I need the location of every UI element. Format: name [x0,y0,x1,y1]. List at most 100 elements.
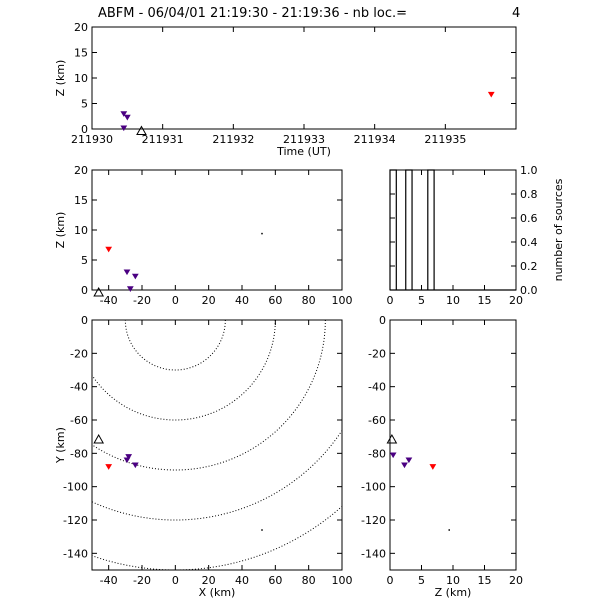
x-tick-label: 0 [387,294,394,307]
y-tick-label: 1.0 [520,164,538,177]
y-tick-label: 20 [74,164,88,177]
source-point [429,464,437,470]
x-tick-label: 20 [509,294,523,307]
panel-z-y-view: 0 5 10 15 20 0 -20 -40 -60 -80 -100 -120 -140 Z (km) [361,314,523,599]
x-tick-label: 211932 [212,133,254,146]
x-tick-label: -20 [133,574,151,587]
y-tick-label: 0.4 [520,236,538,249]
y-tick-label: 15 [74,194,88,207]
y-tick-label: -40 [368,381,386,394]
y-tick-label: -100 [63,481,88,494]
y-tick-label: 5 [81,254,88,267]
axes-frame [91,319,343,571]
x-tick-label: 5 [418,294,425,307]
x-tick-label: 0 [172,574,179,587]
y-axis-label: Z (km) [54,60,67,97]
y-tick-label: -140 [63,547,88,560]
reference-point [448,529,450,531]
x-tick-label: 80 [302,294,316,307]
y-tick-label: 0.0 [520,284,538,297]
x-tick-label: 40 [235,294,249,307]
x-axis-label: Time (UT) [276,145,331,158]
y-tick-label: -20 [70,347,88,360]
y-axis-label: number of sources [552,178,565,281]
figure-title: ABFM - 06/04/01 21:19:30 - 21:19:36 - nb… [98,6,407,21]
range-rings [92,320,342,570]
station-triangle [136,125,147,136]
source-point [131,273,139,280]
x-tick-label: 15 [478,574,492,587]
source-point [131,462,139,469]
x-tick-label: 0 [172,294,179,307]
station-triangle [386,433,398,444]
y-tick-label: 10 [74,224,88,237]
y-tick-label: -80 [70,447,88,460]
panel-plan-view: -40 -20 0 20 40 60 80 100 0 -20 -40 -60 -80 -100 -120 -… [54,314,353,599]
y-tick-label: 0 [81,314,88,327]
y-tick-label: -100 [361,481,386,494]
y-tick-label: 5 [81,98,88,111]
x-tick-label: 20 [509,574,523,587]
y-tick-label: -120 [63,514,88,527]
x-tick-label: 211935 [424,133,466,146]
y-tick-label: 0 [379,314,386,327]
panels-layer: 211930 211931 211932 211933 211934 211935 0 5 10… [54,21,565,599]
source-point [126,286,134,292]
x-tick-label: 5 [418,574,425,587]
range-ring [124,320,226,371]
reference-point [261,232,263,235]
y-tick-label: -80 [368,447,386,460]
y-tick-label: 0.8 [520,188,538,201]
station-triangle [93,286,105,297]
x-axis-label: X (km) [199,586,236,599]
y-tick-label: 0 [81,123,88,136]
source-point [401,462,408,469]
y-axis-label: Y (km) [54,427,67,464]
x-tick-label: 10 [446,574,460,587]
x-tick-label: 20 [202,574,216,587]
station-triangle [93,433,105,444]
y-tick-label: -60 [368,414,386,427]
x-tick-label: 80 [302,574,316,587]
x-tick-label: 211934 [354,133,396,146]
y-axis-label: Z (km) [54,212,67,249]
panel-x-height: -40 -20 0 20 40 60 80 100 0 5 10 15 20 Z (km) [54,164,353,307]
x-tick-label: -20 [133,294,151,307]
y-tick-label: -20 [368,347,386,360]
source-point [123,457,131,464]
source-point [123,114,131,121]
x-tick-label: -40 [100,574,118,587]
y-tick-label: 15 [74,47,88,60]
y-tick-label: 10 [74,72,88,85]
x-tick-label: 60 [268,294,282,307]
range-ring [92,320,276,421]
x-tick-label: 100 [332,294,353,307]
x-tick-label: 100 [332,574,353,587]
y-tick-label: 0 [81,284,88,297]
x-tick-label: 211930 [71,133,113,146]
x-tick-label: 211931 [142,133,184,146]
x-tick-label: -40 [100,294,118,307]
source-point [120,125,128,132]
x-tick-label: 15 [478,294,492,307]
source-point [123,269,131,276]
source-point [389,452,397,459]
y-tick-label: -40 [70,381,88,394]
source-point [125,454,133,460]
x-tick-label: 40 [235,574,249,587]
reference-point [261,529,263,531]
y-tick-label: -140 [361,547,386,560]
source-point [120,111,128,117]
location-count: 4 [512,6,520,21]
source-point [405,457,413,464]
y-tick-label: 0.2 [520,260,538,273]
source-point [105,464,113,470]
x-tick-label: 211933 [283,133,325,146]
y-tick-label: -60 [70,414,88,427]
x-tick-label: 0 [387,574,394,587]
x-tick-label: 60 [268,574,282,587]
y-tick-label: 0.6 [520,212,538,225]
x-tick-label: 10 [446,294,460,307]
